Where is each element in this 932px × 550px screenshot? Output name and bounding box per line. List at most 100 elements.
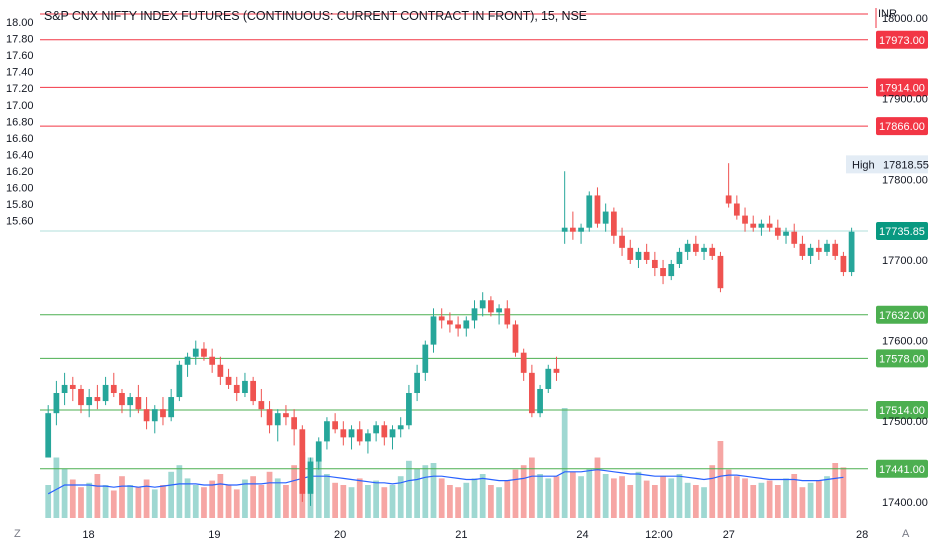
candle-body <box>299 429 306 494</box>
volume-bar <box>709 465 716 518</box>
volume-bar <box>610 478 617 518</box>
candle-body <box>832 243 839 256</box>
volume-bar <box>348 487 355 518</box>
volume-ma-line <box>47 468 844 495</box>
right-axis-tick-label: 17600.00 <box>882 336 928 348</box>
volume-bar <box>594 457 601 518</box>
candle-body <box>594 195 601 224</box>
left-axis-tick-label: 15.60 <box>6 216 34 228</box>
high-marker-tag <box>846 155 928 174</box>
candles-layer <box>45 163 855 506</box>
volume-bar <box>651 485 658 518</box>
time-axis-label: 12:00 <box>645 529 673 541</box>
volume-bar <box>758 482 765 518</box>
candle-body <box>250 380 257 402</box>
left-axis-tick-label: 17.40 <box>6 67 34 79</box>
level-price-tag <box>876 349 928 368</box>
volume-bar <box>45 485 52 518</box>
volume-bar <box>668 478 675 518</box>
axes-layer: 15.60 15.80 16.00 16.20 16.40 16.60 16.80 17.00… <box>6 13 928 541</box>
high-marker-value: 17818.55 <box>883 159 929 171</box>
volume-bar <box>266 471 273 518</box>
candle-body <box>110 384 117 394</box>
volume-bar <box>324 474 330 518</box>
volume-bar <box>356 478 363 518</box>
volume-bar <box>824 476 830 518</box>
level-price-tag <box>876 400 928 419</box>
candle-body <box>373 425 379 434</box>
candle-body <box>315 441 322 462</box>
last-price-label: 17735.85 <box>879 226 925 238</box>
volume-bar <box>717 441 724 518</box>
candle-body <box>225 376 232 385</box>
candle-body <box>520 352 527 373</box>
left-axis-tick-label: 17.20 <box>6 83 34 95</box>
level-price-tag-label: 17914.00 <box>879 82 925 94</box>
level-price-tag <box>876 78 928 97</box>
candle-body <box>135 397 142 410</box>
volume-bar <box>512 469 519 518</box>
right-axis-tick-label: 17800.00 <box>882 174 928 186</box>
volume-bar <box>233 489 240 518</box>
candle-body <box>233 384 240 394</box>
candle-body <box>709 247 716 256</box>
candle-body <box>840 255 847 273</box>
candle-body <box>455 324 461 329</box>
volume-bar <box>676 474 683 518</box>
volume-bar <box>529 457 535 518</box>
candle-body <box>406 393 412 426</box>
candle-body <box>53 393 60 414</box>
volume-bar <box>69 479 76 518</box>
candle-body <box>537 388 543 414</box>
candle-body <box>733 203 740 216</box>
volume-bar <box>110 490 117 518</box>
candle-body <box>635 251 642 260</box>
volume-bar <box>94 474 101 518</box>
level-price-tag-label: 17514.00 <box>879 405 925 417</box>
candle-body <box>209 356 216 365</box>
volume-bar <box>455 487 461 518</box>
candle-body <box>332 421 338 430</box>
volume-bar <box>258 485 265 518</box>
volume-bar <box>102 485 109 518</box>
right-axis-tick-label: 17700.00 <box>882 255 928 267</box>
volume-bar <box>783 478 789 518</box>
candle-body <box>684 243 691 252</box>
volume-bar <box>660 476 666 518</box>
volume-bar <box>561 408 568 518</box>
candle-body <box>758 223 765 228</box>
volume-bar <box>315 460 322 518</box>
currency-label[interactable]: INR <box>878 8 897 20</box>
volume-bar <box>340 485 347 518</box>
volume-bar <box>815 480 822 518</box>
volume-bar <box>692 485 699 518</box>
volume-bar <box>160 485 166 518</box>
volume-bar <box>791 474 798 518</box>
volume-bar <box>225 485 232 518</box>
level-price-tag <box>876 459 928 478</box>
time-axis-label: 21 <box>455 529 467 541</box>
auto-scale-button[interactable]: A <box>902 528 910 540</box>
candle-body <box>692 243 699 252</box>
last-price-tag <box>876 222 928 241</box>
volume-bar <box>635 471 642 518</box>
volume-bar <box>750 485 757 518</box>
volume-bar <box>545 478 552 518</box>
volume-bar <box>430 463 437 518</box>
timezone-button[interactable]: Z <box>14 528 21 540</box>
left-axis-tick-label: 15.80 <box>6 199 34 211</box>
level-price-tag <box>876 305 928 324</box>
volume-bar <box>766 480 773 518</box>
candle-body <box>586 195 593 228</box>
volume-bar <box>406 460 412 518</box>
candle-body <box>504 308 511 325</box>
volume-bar <box>78 487 84 518</box>
candle-body <box>69 384 76 389</box>
volume-bar <box>496 487 502 518</box>
volume-bar <box>438 478 445 518</box>
volume-bar <box>602 474 609 518</box>
volume-bar <box>774 485 781 518</box>
candle-body <box>381 425 388 438</box>
volume-bar <box>250 476 257 518</box>
